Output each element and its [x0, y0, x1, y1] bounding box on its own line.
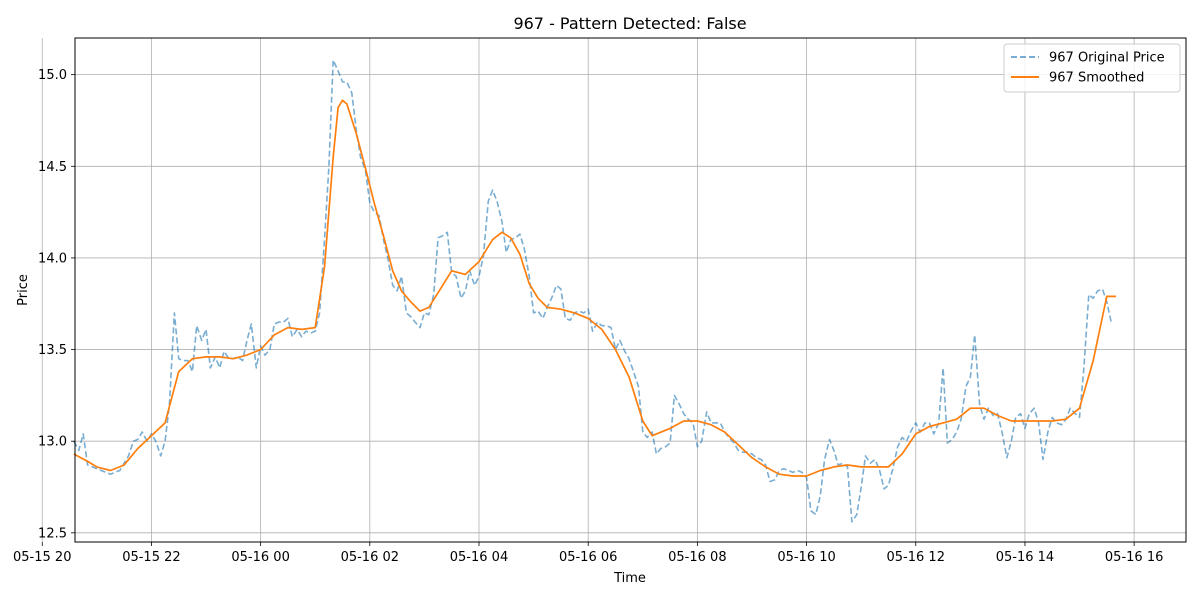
y-tick-label: 14.0 [38, 251, 67, 266]
x-tick-label: 05-16 10 [777, 550, 835, 565]
x-tick-label: 05-16 04 [450, 550, 508, 565]
legend-box [1003, 43, 1181, 93]
x-tick-label: 05-16 02 [341, 550, 399, 565]
y-tick-label: 13.5 [38, 343, 67, 358]
y-tick-label: 15.0 [38, 68, 67, 83]
x-tick-label: 05-16 12 [887, 550, 945, 565]
x-tick-label: 05-16 00 [231, 550, 289, 565]
y-tick-label: 12.5 [38, 526, 67, 541]
y-axis-label: Price [16, 274, 31, 306]
axes-frame [74, 37, 1187, 543]
x-tick-label: 05-16 16 [1105, 550, 1163, 565]
series-line-original-price [73, 59, 1112, 523]
legend: 967 Original Price 967 Smoothed [1003, 43, 1181, 93]
series-lines [73, 59, 1117, 523]
x-axis-label: Time [613, 571, 646, 586]
x-tick-label: 05-15 20 [13, 550, 71, 565]
axis-ticks: 05-15 20 05-15 22 05-16 00 05-16 02 05-16 04… [13, 68, 1163, 565]
x-tick-label: 05-16 08 [668, 550, 726, 565]
legend-label-smoothed: 967 Smoothed [1049, 71, 1144, 86]
x-tick-label: 05-16 06 [559, 550, 617, 565]
legend-label-original-price: 967 Original Price [1049, 51, 1165, 66]
y-tick-label: 13.0 [38, 435, 67, 450]
grid-lines [41, 38, 1186, 542]
y-tick-label: 14.5 [38, 160, 67, 175]
series-line-smoothed [73, 99, 1117, 477]
x-tick-label: 05-15 22 [122, 550, 180, 565]
chart-title: 967 - Pattern Detected: False [513, 14, 746, 33]
x-tick-label: 05-16 14 [996, 550, 1054, 565]
